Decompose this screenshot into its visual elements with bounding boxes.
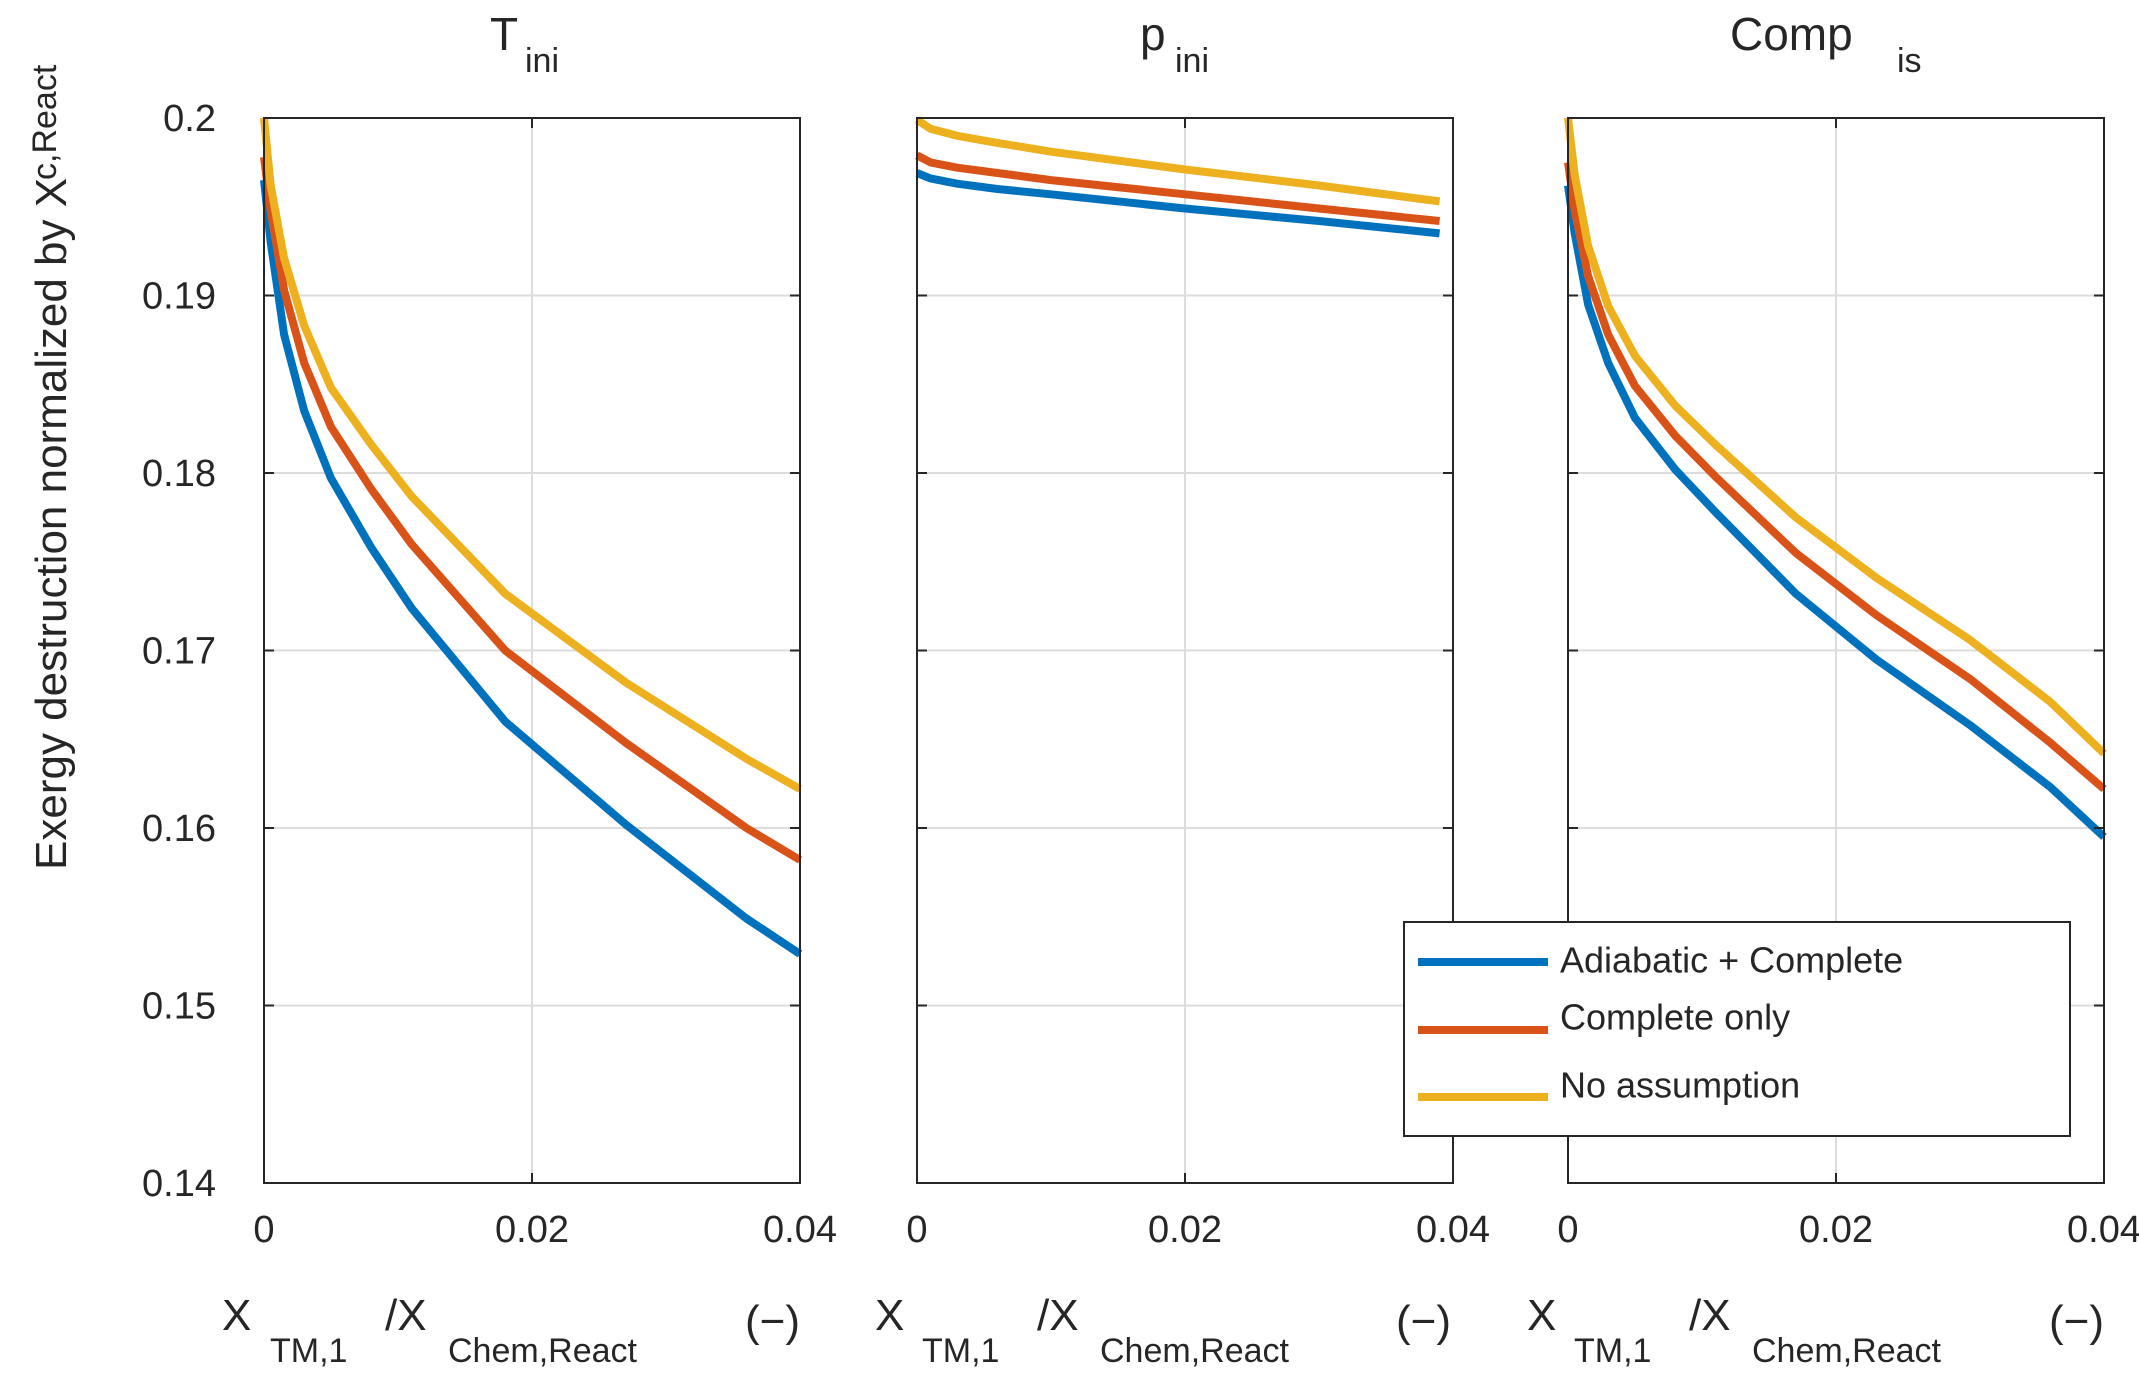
panel-3-xtick-labels: 0 0.02 0.04 <box>1557 1209 2139 1251</box>
panel-3-series-complete-only <box>1564 161 2107 793</box>
panel-2-ticks <box>916 117 1454 1184</box>
panel-2-xlabel-sub2: Chem,React <box>1100 1332 1290 1370</box>
panel-1-title-sub: ini <box>525 42 559 80</box>
panel-2-plot <box>914 116 1441 238</box>
panel-1-series-adiabatic-complete <box>260 179 803 958</box>
panel-1-xlabel-unit: (−) <box>745 1297 800 1346</box>
panel-2-xtick-label-0: 0 <box>906 1209 927 1251</box>
panel-2-title: p <box>1140 8 1166 60</box>
legend: Adiabatic + Complete Complete only No as… <box>1403 921 2071 1137</box>
panel-1-series-no-assumption <box>260 117 802 793</box>
panel-2-x-axis-label: X TM,1 /X Chem,React (−) <box>875 1291 1451 1370</box>
panel-1: 0.140.150.160.170.180.190.2 0 0.02 0.04 T … <box>142 8 837 1370</box>
panel-1-xtick-label-0: 0 <box>253 1209 274 1251</box>
panel-1-ytick-label-1: 0.15 <box>142 986 216 1028</box>
panel-2-series-complete-only <box>915 151 1441 225</box>
panel-1-ytick-label-3: 0.17 <box>142 631 216 673</box>
panel-2-series-no-assumption <box>914 116 1441 206</box>
panel-2-xlabel-unit: (−) <box>1396 1297 1451 1346</box>
panel-1-ytick-label-6: 0.2 <box>163 98 216 140</box>
legend-label-complete-only: Complete only <box>1560 997 1790 1038</box>
panel-1-xlabel-sub2: Chem,React <box>448 1332 638 1370</box>
panel-1-ticks <box>263 117 801 1184</box>
panel-1-title: T <box>490 8 518 60</box>
panel-2-title-sub: ini <box>1175 42 1209 80</box>
panel-3-x-axis-label: X TM,1 /X Chem,React (−) <box>1527 1291 2104 1370</box>
legend-label-adiabatic-complete: Adiabatic + Complete <box>1560 940 1903 981</box>
panel-3-xlabel-sub2: Chem,React <box>1752 1332 1942 1370</box>
panel-1-xtick-label-1: 0.02 <box>495 1209 569 1251</box>
panel-1-ytick-labels: 0.14 0.15 0.16 0.17 0.18 0.19 0.2 <box>142 98 216 1205</box>
panel-2-series-adiabatic-complete <box>915 169 1441 238</box>
panel-1-ytick-label-0: 0.14 <box>142 1163 216 1205</box>
panel-3-xlabel-unit: (−) <box>2049 1297 2104 1346</box>
panel-3-title-sub: is <box>1897 42 1922 80</box>
panel-1-xlabel-main: X <box>222 1291 251 1340</box>
panel-2-xlabel-sub1: TM,1 <box>922 1332 999 1370</box>
panel-3-xtick-label-0: 0 <box>1557 1209 1578 1251</box>
panel-3-xtick-label-1: 0.02 <box>1799 1209 1873 1251</box>
panel-3: 0 0.02 0.04 Comp is X TM,1 /X Chem,React (… <box>1527 8 2139 1370</box>
panel-3-series-adiabatic-complete <box>1564 184 2107 840</box>
panel-1-xtick-label-2: 0.04 <box>763 1209 837 1251</box>
panel-1-xtick-labels: 0 0.02 0.04 <box>253 1209 837 1251</box>
panel-2-xtick-label-2: 0.04 <box>1416 1209 1490 1251</box>
panel-1-xlabel-sub1: TM,1 <box>270 1332 347 1370</box>
y-axis-label-main: Exergy destruction normalized by X <box>27 178 76 870</box>
panel-1-xlabel-mid: /X <box>385 1291 427 1340</box>
panel-3-series-no-assumption <box>1564 117 2107 757</box>
panel-3-plot <box>1564 117 2107 840</box>
panel-2-grid <box>917 118 1453 1183</box>
y-axis-label-sub: c,React <box>26 64 64 180</box>
panel-2-xlabel-mid: /X <box>1037 1291 1079 1340</box>
y-axis-label: Exergy destruction normalized by X c,Rea… <box>26 64 76 870</box>
panel-3-xlabel-mid: /X <box>1689 1291 1731 1340</box>
panel-3-xlabel-sub1: TM,1 <box>1574 1332 1651 1370</box>
panel-1-x-axis-label: X TM,1 /X Chem,React (−) <box>222 1291 800 1370</box>
panel-1-ytick-label-5: 0.19 <box>142 276 216 318</box>
panel-3-title: Comp <box>1730 8 1853 60</box>
panel-2-xlabel-main: X <box>875 1291 904 1340</box>
panel-1-ytick-label-4: 0.18 <box>142 453 216 495</box>
panel-3-xlabel-main: X <box>1527 1291 1556 1340</box>
legend-label-no-assumption: No assumption <box>1560 1065 1800 1106</box>
panel-1-grid <box>264 118 800 1183</box>
panel-1-ytick-label-2: 0.16 <box>142 808 216 850</box>
panel-2: 0 0.02 0.04 p ini X TM,1 /X Chem,React (−) <box>875 8 1490 1370</box>
panel-2-xtick-labels: 0 0.02 0.04 <box>906 1209 1490 1251</box>
panel-1-plot <box>260 117 803 958</box>
panel-3-xtick-label-2: 0.04 <box>2067 1209 2139 1251</box>
panel-2-xtick-label-1: 0.02 <box>1148 1209 1222 1251</box>
panel-1-series-complete-only <box>260 156 803 864</box>
